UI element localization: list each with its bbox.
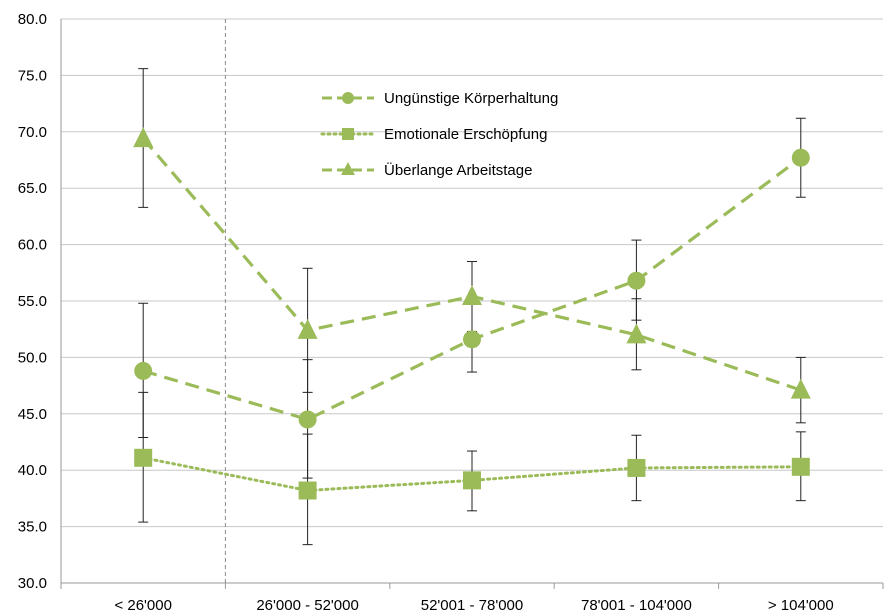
x-tick-label: > 104'000 bbox=[768, 597, 834, 614]
data-point-series-1 bbox=[134, 361, 153, 380]
data-point-series-1 bbox=[791, 148, 810, 167]
data-markers bbox=[133, 127, 811, 500]
data-point-series-1 bbox=[298, 410, 317, 429]
data-point-series-1 bbox=[463, 330, 481, 349]
data-point-series-2 bbox=[134, 448, 153, 467]
y-tick-label: 50.0 bbox=[18, 349, 47, 366]
legend: Ungünstige Körperhaltung Emotionale Ersch… bbox=[320, 90, 558, 179]
y-tick-label: 80.0 bbox=[18, 11, 47, 28]
y-tick-label: 65.0 bbox=[18, 180, 47, 197]
data-point-series-2 bbox=[627, 458, 646, 477]
axes: 30.0 35.0 40.0 45.0 50.0 55.0 60.0 65.0 70.0 75.0… bbox=[18, 11, 884, 614]
y-tick-label: 60.0 bbox=[18, 237, 47, 254]
y-tick-label: 35.0 bbox=[18, 519, 47, 536]
data-point-series-2 bbox=[298, 481, 317, 500]
y-tick-label: 45.0 bbox=[18, 406, 47, 423]
y-tick-label: 30.0 bbox=[18, 575, 47, 592]
x-tick-label: 52'001 - 78'000 bbox=[421, 597, 523, 614]
data-point-series-3 bbox=[133, 127, 154, 148]
data-point-series-1 bbox=[627, 271, 646, 290]
data-point-series-3 bbox=[462, 285, 482, 306]
legend-marker-circle bbox=[342, 92, 354, 104]
y-tick-label: 40.0 bbox=[18, 462, 47, 479]
x-tick-label: 78'001 - 104'000 bbox=[581, 597, 692, 614]
data-point-series-3 bbox=[790, 378, 811, 399]
legend-marker-square bbox=[342, 128, 354, 140]
legend-marker-triangle bbox=[341, 162, 355, 175]
data-point-series-2 bbox=[791, 457, 810, 476]
legend-label: Emotionale Erschöpfung bbox=[384, 126, 547, 143]
legend-label: Ungünstige Körperhaltung bbox=[384, 90, 558, 107]
y-tick-label: 75.0 bbox=[18, 67, 47, 84]
data-point-series-3 bbox=[297, 318, 318, 339]
legend-label: Überlange Arbeitstage bbox=[384, 161, 532, 179]
data-point-series-3 bbox=[626, 323, 647, 344]
y-tick-label: 70.0 bbox=[18, 124, 47, 141]
y-tick-label: 55.0 bbox=[18, 293, 47, 310]
x-tick-label: 26'000 - 52'000 bbox=[256, 597, 358, 614]
data-point-series-2 bbox=[463, 471, 481, 490]
x-tick-label: < 26'000 bbox=[114, 597, 172, 614]
